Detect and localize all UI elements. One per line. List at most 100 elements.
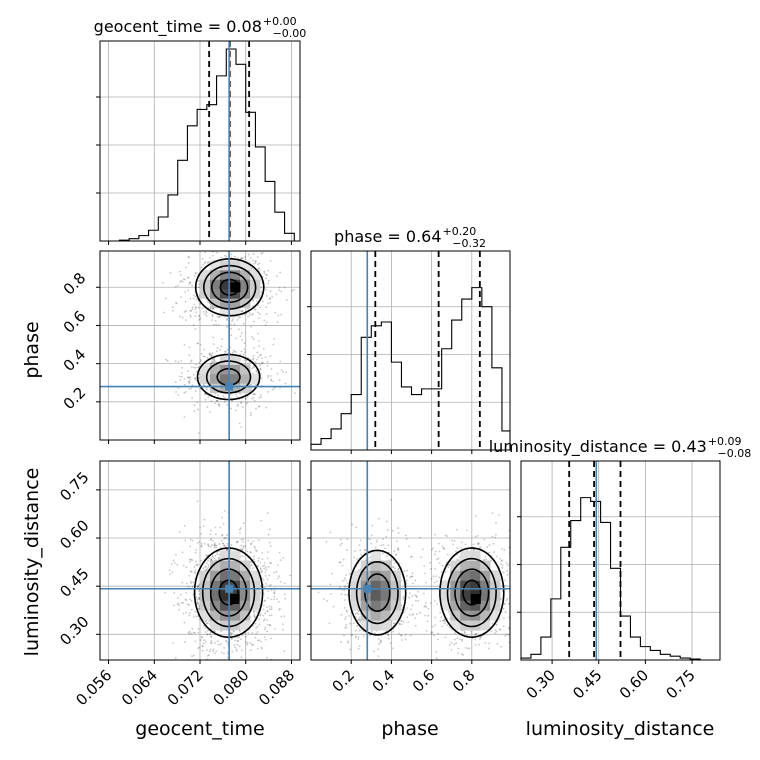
density-cell: [360, 570, 372, 581]
sample-point: [362, 635, 365, 638]
sample-point: [360, 553, 363, 556]
sample-point: [233, 323, 236, 326]
sample-point: [238, 528, 241, 531]
sample-point: [197, 631, 200, 634]
sample-point: [475, 632, 478, 635]
density-cell: [480, 590, 491, 601]
sample-point: [213, 642, 216, 644]
sample-point: [205, 649, 208, 651]
sample-point: [499, 628, 502, 631]
sample-point: [252, 263, 255, 265]
sample-point: [219, 643, 222, 646]
sample-point: [185, 566, 188, 569]
sample-point: [474, 638, 477, 641]
sample-point: [386, 555, 388, 558]
density-peak: [470, 594, 481, 605]
sample-point: [198, 377, 201, 380]
sample-point: [193, 275, 196, 277]
sample-point: [207, 566, 210, 568]
sample-point: [276, 598, 278, 601]
sample-point: [197, 306, 200, 309]
sample-point: [194, 308, 197, 311]
sample-point: [374, 632, 376, 635]
sample-point: [424, 605, 427, 607]
sample-point: [258, 405, 261, 408]
sample-point: [456, 662, 458, 664]
density-cell: [490, 570, 501, 581]
sample-point: [187, 631, 190, 634]
sample-point: [252, 358, 254, 361]
sample-point: [412, 613, 415, 615]
density-cell: [210, 364, 221, 375]
sample-point: [477, 542, 480, 545]
density-cell: [380, 620, 391, 631]
sample-point: [359, 549, 362, 552]
x-tick-geocent-time-3: 0.080: [209, 666, 252, 709]
sample-point: [416, 596, 418, 598]
sample-point: [506, 573, 509, 576]
density-cell: [210, 383, 221, 394]
sample-point: [434, 533, 436, 536]
sample-point: [252, 299, 255, 301]
sample-point: [240, 258, 243, 260]
sample-point: [211, 358, 214, 361]
sample-point: [276, 372, 279, 375]
sample-point: [181, 316, 184, 319]
sample-point: [230, 256, 233, 259]
sample-point: [214, 533, 217, 535]
sample-point: [242, 538, 244, 541]
sample-point: [453, 540, 456, 542]
sample-point: [192, 581, 195, 584]
sample-point: [434, 624, 436, 627]
sample-point: [206, 622, 209, 625]
sample-point: [419, 536, 421, 539]
sample-point: [419, 611, 422, 614]
sample-point: [192, 616, 195, 618]
sample-point: [269, 297, 271, 300]
sample-point: [255, 362, 258, 365]
sample-point: [243, 522, 245, 525]
x-axis-label-geocent-time: geocent_time: [135, 718, 264, 740]
density-cell: [360, 560, 372, 571]
sample-point: [348, 615, 350, 617]
sample-point: [358, 629, 361, 632]
sample-point: [204, 313, 207, 316]
sample-point: [466, 647, 469, 650]
sample-point: [504, 602, 507, 605]
sample-point: [219, 526, 221, 529]
sample-point: [505, 599, 508, 602]
density-cell: [480, 560, 491, 571]
sample-point: [194, 640, 197, 643]
sample-point: [241, 339, 243, 341]
title-luminosity-distance-text: luminosity_distance = 0.43: [489, 437, 707, 457]
scatter-body: [317, 498, 510, 664]
sample-point: [264, 566, 267, 569]
sample-point: [218, 543, 221, 545]
sample-point: [231, 632, 233, 634]
sample-point: [402, 620, 405, 623]
sample-point: [222, 395, 225, 398]
sample-point: [194, 441, 196, 443]
sample-point: [446, 535, 449, 538]
sample-point: [260, 568, 263, 571]
sample-point: [165, 358, 167, 361]
histogram-step: [100, 48, 295, 242]
sample-point: [198, 598, 201, 600]
sample-point: [249, 414, 252, 417]
sample-point: [233, 241, 235, 243]
sample-point: [491, 662, 493, 664]
sample-point: [188, 574, 191, 577]
sample-point: [208, 545, 210, 548]
sample-point: [194, 560, 197, 563]
panel-frame: [310, 250, 511, 451]
density-cell: [210, 570, 221, 581]
sample-point: [258, 362, 261, 365]
sample-point: [200, 353, 203, 355]
sample-point: [184, 291, 187, 293]
sample-point: [197, 366, 200, 369]
sample-point: [198, 608, 201, 611]
sample-point: [207, 654, 210, 656]
sample-point: [205, 622, 208, 625]
sample-point: [410, 556, 413, 558]
sample-point: [266, 360, 269, 363]
